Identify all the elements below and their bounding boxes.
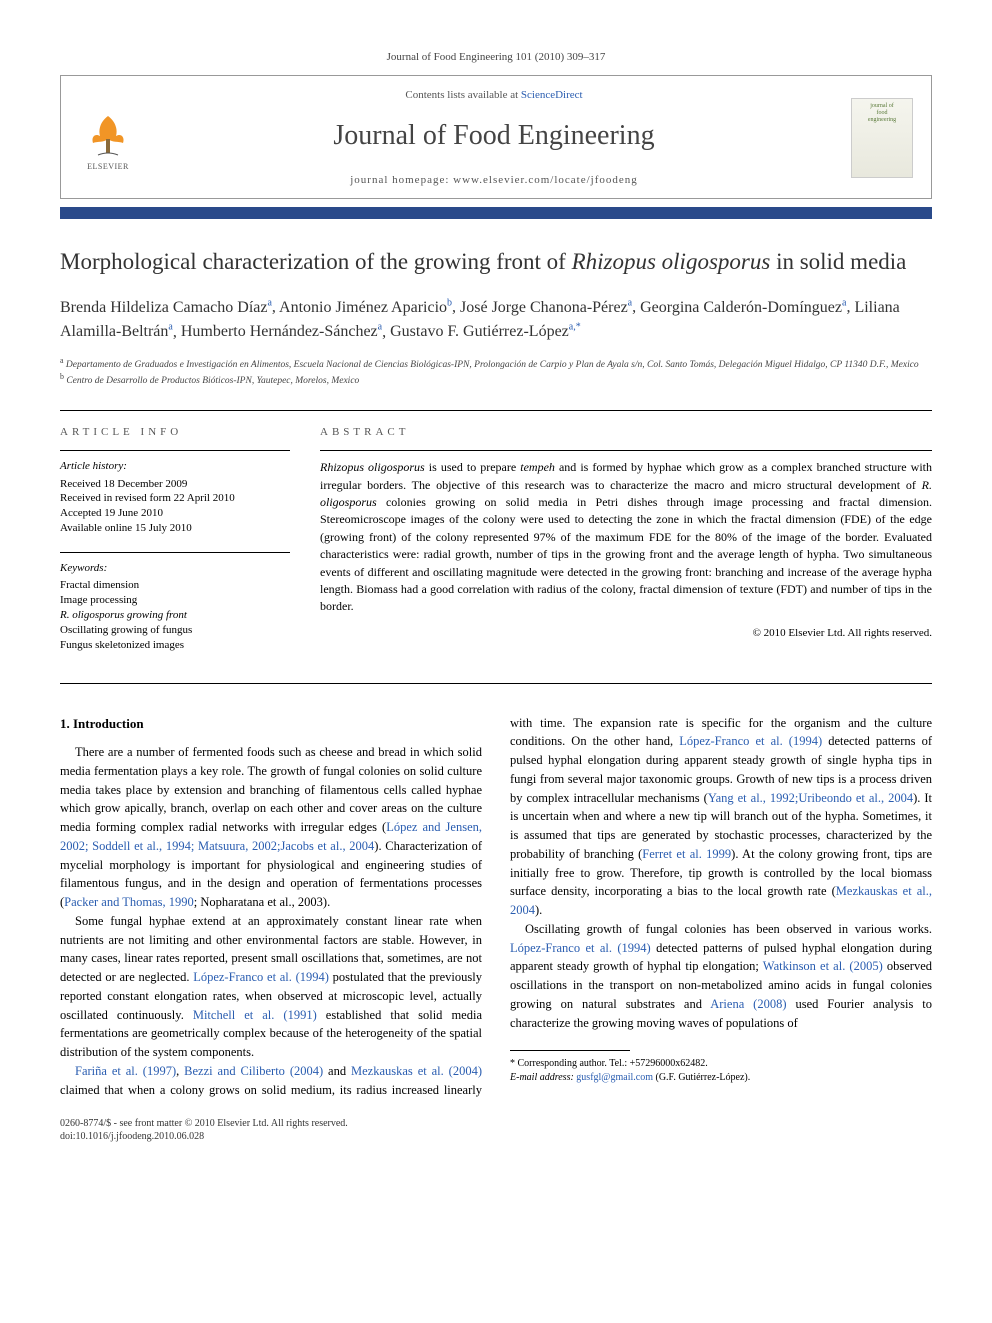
cite-link-8[interactable]: López-Franco et al. (1994) bbox=[679, 734, 822, 748]
info-divider bbox=[60, 450, 290, 451]
header-center: Contents lists available at ScienceDirec… bbox=[155, 88, 833, 188]
kw-1: Image processing bbox=[60, 593, 290, 608]
info-abstract-row: ARTICLE INFO Article history: Received 1… bbox=[60, 425, 932, 669]
title-species: Rhizopus oligosporus bbox=[572, 249, 771, 274]
author-1: Brenda Hildeliza Camacho Díaza bbox=[60, 299, 272, 316]
abstract-divider bbox=[320, 450, 932, 451]
journal-header: ELSEVIER Contents lists available at Sci… bbox=[60, 75, 932, 199]
cover-text-3: engineering bbox=[868, 117, 896, 124]
sciencedirect-link[interactable]: ScienceDirect bbox=[521, 89, 583, 101]
affiliation-a: a Departamento de Graduados e Investigac… bbox=[60, 356, 932, 372]
para-2: Some fungal hyphae extend at an approxim… bbox=[60, 912, 482, 1062]
corresponding-author: * Corresponding author. Tel.: +57296000x… bbox=[510, 1057, 932, 1071]
body-columns: 1. Introduction There are a number of fe… bbox=[60, 714, 932, 1100]
front-matter-line: 0260-8774/$ - see front matter © 2010 El… bbox=[60, 1117, 932, 1130]
cite-link-10[interactable]: Ferret et al. 1999 bbox=[642, 847, 731, 861]
homepage-url[interactable]: www.elsevier.com/locate/jfoodeng bbox=[453, 174, 638, 186]
divider-2 bbox=[60, 683, 932, 684]
cite-link-2[interactable]: Packer and Thomas, 1990 bbox=[64, 895, 194, 909]
author-4: Georgina Calderón-Domíngueza bbox=[640, 299, 846, 316]
abstract-text: Rhizopus oligosporus is used to prepare … bbox=[320, 459, 932, 616]
contents-available: Contents lists available at ScienceDirec… bbox=[155, 88, 833, 103]
elsevier-logo: ELSEVIER bbox=[79, 104, 137, 172]
author-list: Brenda Hildeliza Camacho Díaza, Antonio … bbox=[60, 295, 932, 344]
history-1: Received in revised form 22 April 2010 bbox=[60, 491, 290, 506]
cite-link-3[interactable]: López-Franco et al. (1994) bbox=[193, 970, 329, 984]
kw-0: Fractal dimension bbox=[60, 578, 290, 593]
cite-link-6[interactable]: Bezzi and Ciliberto (2004) bbox=[184, 1064, 323, 1078]
section-1-head: 1. Introduction bbox=[60, 714, 482, 734]
para-4: Oscillating growth of fungal colonies ha… bbox=[510, 920, 932, 1033]
author-6: Humberto Hernández-Sáncheza bbox=[181, 323, 382, 340]
doi-line: doi:10.1016/j.jfoodeng.2010.06.028 bbox=[60, 1130, 932, 1143]
journal-name: Journal of Food Engineering bbox=[155, 116, 833, 155]
keywords-head: Keywords: bbox=[60, 561, 290, 576]
author-2: Antonio Jiménez Apariciob bbox=[279, 299, 452, 316]
kw-2: R. oligosporus growing front bbox=[60, 608, 290, 623]
author-3: José Jorge Chanona-Péreza bbox=[460, 299, 632, 316]
history-head: Article history: bbox=[60, 459, 290, 474]
elsevier-tree-icon bbox=[83, 111, 133, 161]
info-divider-2 bbox=[60, 552, 290, 553]
journal-homepage: journal homepage: www.elsevier.com/locat… bbox=[155, 173, 833, 188]
cite-link-9[interactable]: Yang et al., 1992;Uribeondo et al., 2004 bbox=[708, 791, 913, 805]
affiliations: a Departamento de Graduados e Investigac… bbox=[60, 356, 932, 388]
abstract-col: ABSTRACT Rhizopus oligosporus is used to… bbox=[320, 425, 932, 669]
para-1: There are a number of fermented foods su… bbox=[60, 743, 482, 912]
cover-text-1: journal of bbox=[870, 103, 894, 110]
kw-4: Fungus skeletonized images bbox=[60, 638, 290, 653]
cite-link-14[interactable]: Ariena (2008) bbox=[710, 997, 786, 1011]
history-0: Received 18 December 2009 bbox=[60, 477, 290, 492]
page: Journal of Food Engineering 101 (2010) 3… bbox=[0, 0, 992, 1193]
article-info-label: ARTICLE INFO bbox=[60, 425, 290, 440]
email-owner: (G.F. Gutiérrez-López). bbox=[653, 1072, 750, 1083]
cite-link-13[interactable]: Watkinson et al. (2005) bbox=[763, 959, 883, 973]
kw-3: Oscillating growing of fungus bbox=[60, 623, 290, 638]
affiliation-b: b Centro de Desarrollo de Productos Biót… bbox=[60, 372, 932, 388]
title-pre: Morphological characterization of the gr… bbox=[60, 249, 572, 274]
footnote-separator bbox=[510, 1050, 630, 1051]
journal-cover-thumb: journal of food engineering bbox=[851, 98, 913, 178]
cite-link-4[interactable]: Mitchell et al. (1991) bbox=[193, 1008, 317, 1022]
contents-prefix: Contents lists available at bbox=[405, 89, 520, 101]
citation-line: Journal of Food Engineering 101 (2010) 3… bbox=[60, 50, 932, 65]
cite-link-12[interactable]: López-Franco et al. (1994) bbox=[510, 941, 651, 955]
cover-text-2: food bbox=[877, 110, 888, 117]
publisher-name: ELSEVIER bbox=[87, 161, 129, 172]
abstract-label: ABSTRACT bbox=[320, 425, 932, 440]
homepage-label: journal homepage: bbox=[350, 174, 453, 186]
keywords-block: Keywords: Fractal dimension Image proces… bbox=[60, 561, 290, 653]
email-link[interactable]: gusfgl@gmail.com bbox=[576, 1072, 653, 1083]
article-info-col: ARTICLE INFO Article history: Received 1… bbox=[60, 425, 290, 669]
abstract-copyright: © 2010 Elsevier Ltd. All rights reserved… bbox=[320, 626, 932, 641]
history-2: Accepted 19 June 2010 bbox=[60, 506, 290, 521]
cite-link-5[interactable]: Fariña et al. (1997) bbox=[75, 1064, 176, 1078]
bottom-meta: 0260-8774/$ - see front matter © 2010 El… bbox=[60, 1117, 932, 1143]
author-7: Gustavo F. Gutiérrez-Lópeza,* bbox=[390, 323, 581, 340]
cite-link-7[interactable]: Mezkauskas et al. (2004) bbox=[351, 1064, 482, 1078]
email-label: E-mail address: bbox=[510, 1072, 576, 1083]
article-history: Article history: Received 18 December 20… bbox=[60, 459, 290, 536]
email-line: E-mail address: gusfgl@gmail.com (G.F. G… bbox=[510, 1071, 932, 1085]
article-title: Morphological characterization of the gr… bbox=[60, 247, 932, 277]
title-post: in solid media bbox=[770, 249, 906, 274]
divider-1 bbox=[60, 410, 932, 411]
color-bar bbox=[60, 207, 932, 219]
history-3: Available online 15 July 2010 bbox=[60, 521, 290, 536]
